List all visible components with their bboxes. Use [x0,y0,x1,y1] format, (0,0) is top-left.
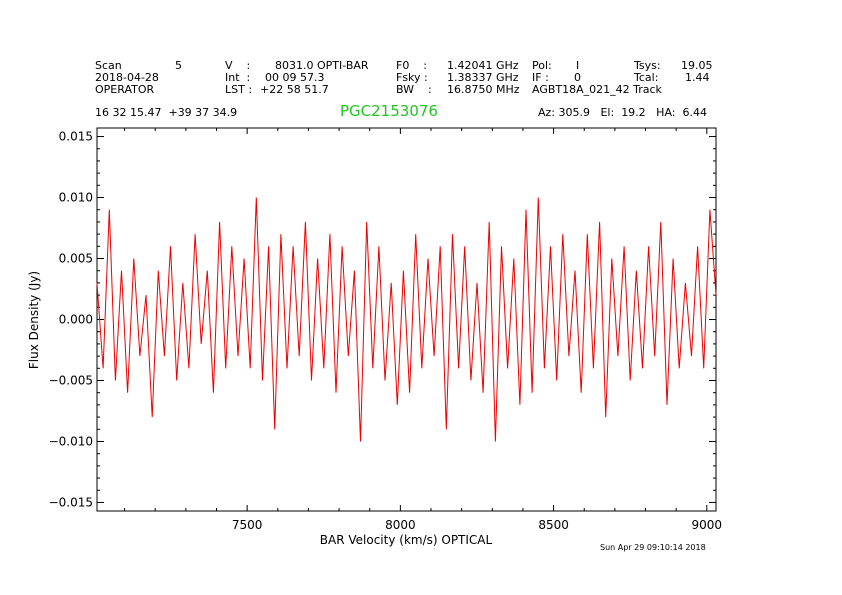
header-bw-value: 16.8750 MHz [447,83,520,96]
x-tick-label: 8500 [538,518,569,532]
header-int-value: 00 09 57.3 [265,71,325,84]
y-axis: −0.015 −0.010 −0.005 0.000 0.005 0.010 0.015 [49,130,716,509]
header-operator: OPERATOR [95,83,155,96]
y-tick-label: 0.000 [59,313,93,327]
header-tcal-label: Tcal: [634,71,659,84]
x-tick-label: 9000 [692,518,723,532]
x-axis: 7500 8000 8500 9000 [124,128,723,532]
header-f0-label: F0 : [396,59,428,72]
header-coordinates: 16 32 15.47 +39 37 34.9 [95,106,238,119]
spectrum-line [96,197,717,442]
y-tick-label: 0.015 [59,130,93,144]
y-tick-label: −0.010 [49,434,93,448]
y-tick-label: −0.015 [49,495,93,509]
header-velocity-value: 8031.0 OPTI-BAR [275,59,369,72]
x-tick-label: 7500 [232,518,263,532]
header-project: AGBT18A_021_42 Track [532,83,662,96]
header-if-label: IF : [532,71,549,84]
x-tick-label: 8000 [385,518,416,532]
header-az-el-ha: Az: 305.9 El: 19.2 HA: 6.44 [538,106,707,119]
header-tsys-label: Tsys: [634,59,661,72]
header-int-label: Int : [225,71,251,84]
header-fsky-label: Fsky : [396,71,428,84]
header-pol-label: Pol: [532,59,552,72]
header-tsys-value: 19.05 [681,59,713,72]
header-fsky-value: 1.38337 GHz [447,71,519,84]
header-if-value: 0 [574,71,581,84]
y-tick-label: 0.005 [59,252,93,266]
header-scan-label: Scan [95,59,122,72]
header-scan-number: 5 [175,59,182,72]
x-axis-label: BAR Velocity (km/s) OPTICAL [320,533,493,547]
header-tcal-value: 1.44 [685,71,710,84]
header-bw-label: BW : [396,83,432,96]
plot-frame [96,127,717,512]
header-lst-value: +22 58 51.7 [260,83,329,96]
header-lst-label: LST : [225,83,253,96]
y-tick-label: 0.010 [59,191,93,205]
header-pol-value: I [576,59,580,72]
header-f0-value: 1.42041 GHz [447,59,519,72]
plot-timestamp: Sun Apr 29 09:10:14 2018 [600,543,706,552]
header-date: 2018-04-28 [95,71,159,84]
y-tick-label: −0.005 [49,373,93,387]
header-velocity-label: V : [225,59,251,72]
object-name: PGC2153076 [340,102,438,120]
y-axis-label: Flux Density (Jy) [27,271,41,369]
